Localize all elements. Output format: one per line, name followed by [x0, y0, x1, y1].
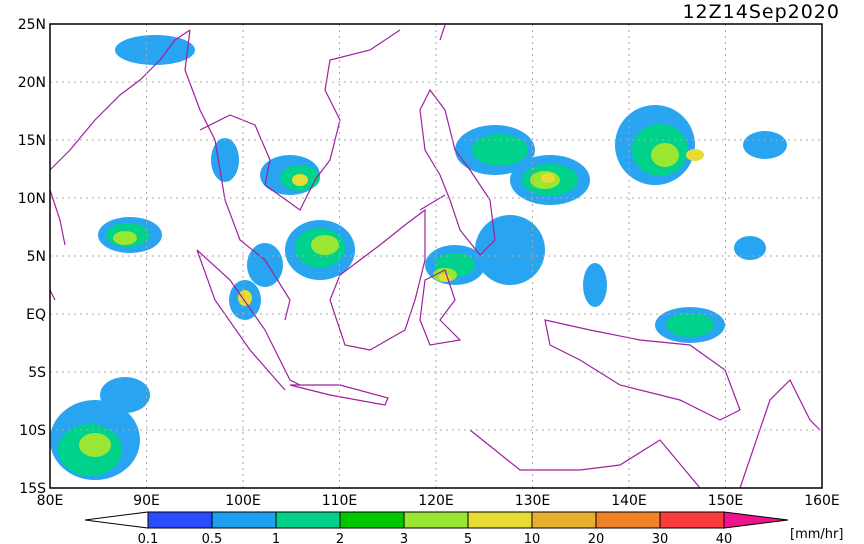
lat-label: 20N	[18, 75, 46, 91]
lon-label: 100E	[225, 493, 261, 509]
lat-label: EQ	[26, 307, 46, 323]
lon-label: 120E	[418, 493, 454, 509]
colorbar-box	[339, 511, 405, 529]
colorbar-low-triangle	[84, 511, 149, 529]
graticule	[50, 24, 822, 488]
lon-label: 80E	[37, 493, 64, 509]
lon-label: 130E	[515, 493, 551, 509]
colorbar: 0.1 0.5 1 2 3 5 10 20 30 40	[84, 511, 789, 544]
colorbar-box	[659, 511, 725, 529]
colorbar-label: 40	[716, 532, 733, 544]
lat-label: 10N	[18, 191, 46, 207]
colorbar-box	[467, 511, 533, 529]
colorbar-box	[147, 511, 213, 529]
precipitation	[50, 35, 787, 480]
colorbar-high-triangle	[723, 511, 789, 529]
colorbar-label: 1	[272, 532, 280, 544]
lon-label: 140E	[611, 493, 647, 509]
colorbar-label: 5	[464, 532, 472, 544]
colorbar-label: 10	[524, 532, 541, 544]
lon-label: 90E	[133, 493, 160, 509]
lon-label: 110E	[322, 493, 358, 509]
title: 12Z14Sep2020	[682, 1, 840, 23]
colorbar-box	[403, 511, 469, 529]
lon-label: 160E	[804, 493, 840, 509]
colorbar-label: 0.5	[202, 532, 223, 544]
colorbar-label: 2	[336, 532, 344, 544]
map-frame	[49, 23, 823, 489]
unit-label: [mm/hr]	[790, 527, 843, 542]
lat-label: 5S	[28, 365, 46, 381]
lat-label: 15S	[19, 481, 46, 497]
colorbar-box	[595, 511, 661, 529]
lon-label: 150E	[708, 493, 744, 509]
lat-label: 5N	[27, 249, 46, 265]
lat-label: 15N	[18, 133, 46, 149]
colorbar-label: 30	[652, 532, 669, 544]
colorbar-label: 3	[400, 532, 408, 544]
colorbar-box	[531, 511, 597, 529]
colorbar-label: 20	[588, 532, 605, 544]
colorbar-box	[275, 511, 341, 529]
coastlines	[49, 24, 821, 489]
colorbar-label: 0.1	[138, 532, 159, 544]
lat-label: 10S	[19, 423, 46, 439]
colorbar-box	[211, 511, 277, 529]
lat-label: 25N	[18, 17, 46, 33]
